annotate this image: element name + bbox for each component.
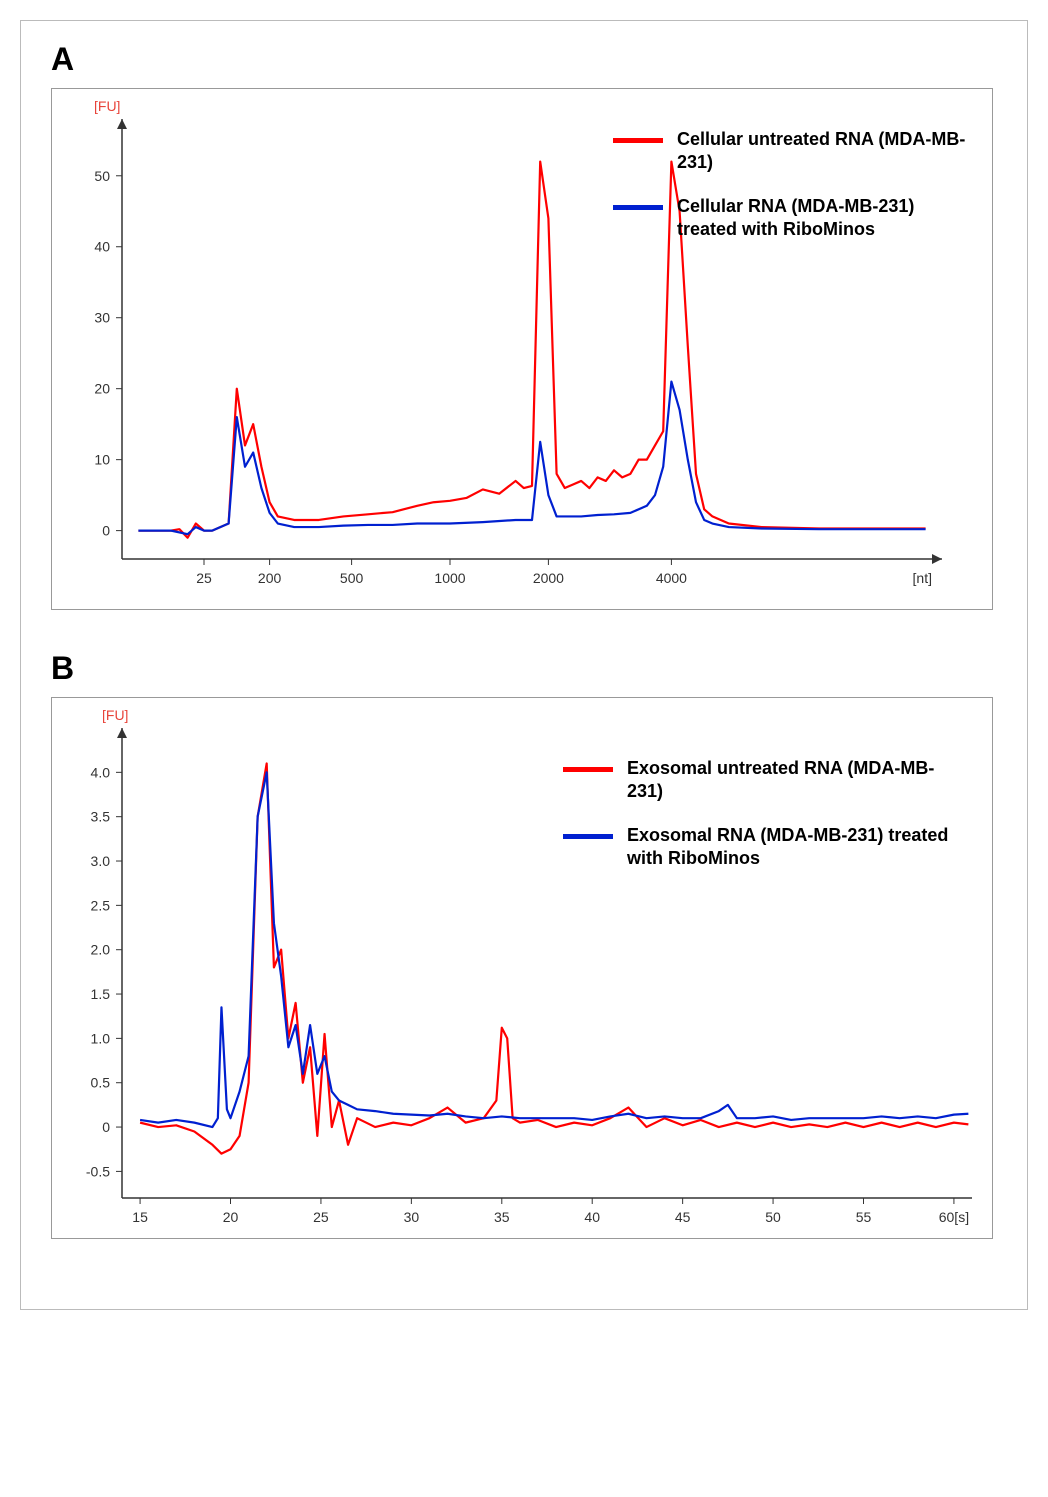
legend-swatch (613, 205, 663, 210)
svg-text:2.5: 2.5 (91, 897, 111, 913)
svg-text:40: 40 (94, 239, 110, 255)
svg-text:0.5: 0.5 (91, 1075, 111, 1091)
svg-text:35: 35 (494, 1209, 510, 1225)
svg-text:10: 10 (94, 452, 110, 468)
svg-text:1000: 1000 (434, 570, 465, 586)
svg-text:1.0: 1.0 (91, 1030, 111, 1046)
svg-text:15: 15 (132, 1209, 148, 1225)
svg-text:30: 30 (94, 310, 110, 326)
svg-text:200: 200 (258, 570, 282, 586)
legend-entry: Exosomal untreated RNA (MDA-MB-231) (563, 757, 967, 804)
svg-text:[FU]: [FU] (102, 707, 128, 723)
legend-swatch (563, 767, 613, 772)
svg-text:500: 500 (340, 570, 364, 586)
svg-text:20: 20 (94, 381, 110, 397)
legend-swatch (563, 834, 613, 839)
legend-swatch (613, 138, 663, 143)
legend-text: Cellular RNA (MDA-MB-231) treated with R… (677, 195, 977, 242)
svg-text:40: 40 (584, 1209, 600, 1225)
chart-a-wrap: 0102030405025200500100020004000[FU][nt] … (51, 88, 997, 610)
legend-a: Cellular untreated RNA (MDA-MB-231) Cellu… (613, 128, 977, 262)
panel-a-label: A (51, 41, 997, 78)
svg-text:0: 0 (102, 1119, 110, 1135)
panel-b-label: B (51, 650, 997, 687)
chart-b-wrap: -0.5 0 0.5 1.0 1.5 2.0 2.5 3.0 3.5 4.0 15 20 25 30 35 4… (51, 697, 997, 1239)
legend-text: Exosomal untreated RNA (MDA-MB-231) (627, 757, 967, 804)
legend-entry: Cellular RNA (MDA-MB-231) treated with R… (613, 195, 977, 242)
svg-text:30: 30 (404, 1209, 420, 1225)
svg-text:25: 25 (313, 1209, 329, 1225)
svg-text:2.0: 2.0 (91, 942, 111, 958)
svg-text:50: 50 (94, 168, 110, 184)
svg-text:60[s]: 60[s] (939, 1209, 969, 1225)
legend-entry: Exosomal RNA (MDA-MB-231) treated with R… (563, 824, 967, 871)
panel-a: A 0 10 20 30 40 50 25 200 500 1000 2000 4000 [FU] [nt… (51, 41, 997, 610)
svg-text:4000: 4000 (656, 570, 687, 586)
svg-text:0: 0 (102, 523, 110, 539)
svg-text:25: 25 (196, 570, 212, 586)
svg-text:-0.5: -0.5 (86, 1163, 110, 1179)
svg-text:45: 45 (675, 1209, 691, 1225)
svg-text:[FU]: [FU] (94, 98, 120, 114)
svg-text:4.0: 4.0 (91, 764, 111, 780)
legend-text: Exosomal RNA (MDA-MB-231) treated with R… (627, 824, 967, 871)
svg-text:50: 50 (765, 1209, 781, 1225)
svg-text:2000: 2000 (533, 570, 564, 586)
legend-b: Exosomal untreated RNA (MDA-MB-231) Exoso… (563, 757, 967, 891)
svg-text:[nt]: [nt] (913, 570, 932, 586)
svg-text:1.5: 1.5 (91, 986, 111, 1002)
svg-text:20: 20 (223, 1209, 239, 1225)
svg-text:55: 55 (856, 1209, 872, 1225)
svg-text:3.0: 3.0 (91, 853, 111, 869)
legend-entry: Cellular untreated RNA (MDA-MB-231) (613, 128, 977, 175)
panel-b: B -0.5 0 0.5 1.0 1.5 2.0 2.5 3.0 3.5 4.0 15 20 25 30 3… (51, 650, 997, 1239)
figure-container: A 0102030405025200500100020004000[FU][nt… (20, 20, 1028, 1310)
svg-text:3.5: 3.5 (91, 809, 111, 825)
legend-text: Cellular untreated RNA (MDA-MB-231) (677, 128, 977, 175)
